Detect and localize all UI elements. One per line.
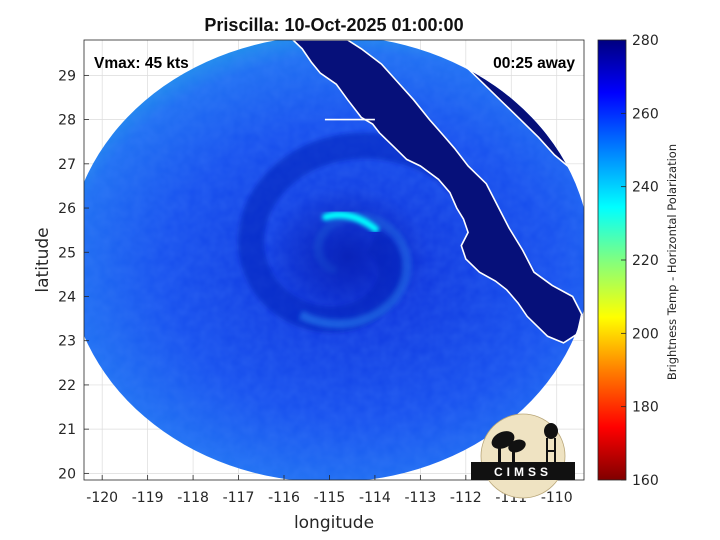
y-tick-label: 29 <box>58 68 76 84</box>
y-tick-label: 22 <box>58 378 76 394</box>
x-tick-label: -115 <box>314 490 346 506</box>
logo-tower-icon <box>544 423 558 464</box>
mainland-coastline <box>437 40 584 180</box>
colorbar-tick-label: 220 <box>632 253 659 269</box>
y-tick-label: 26 <box>58 201 76 217</box>
land-mass <box>293 40 584 343</box>
cimss-logo: CIMSS <box>471 413 575 499</box>
chart-title: Priscilla: 10-Oct-2025 01:00:00 <box>204 15 463 35</box>
storm-core <box>267 186 428 327</box>
y-tick-label: 25 <box>58 245 76 261</box>
colorbar-tick-label: 200 <box>632 326 659 342</box>
vmax-annotation: Vmax: 45 kts <box>94 55 189 72</box>
y-tick-label: 24 <box>58 289 76 305</box>
warm-band <box>322 211 380 233</box>
y-tick-label: 20 <box>58 466 76 482</box>
y-tick-label: 28 <box>58 113 76 129</box>
time-away-annotation: 00:25 away <box>493 55 575 72</box>
logo-banner <box>471 462 575 480</box>
x-tick-label: -114 <box>359 490 391 506</box>
x-axis-label: longitude <box>294 513 374 533</box>
logo-dish-icon <box>491 431 526 462</box>
x-tick-label: -118 <box>177 490 209 506</box>
x-tick-label: -117 <box>223 490 255 506</box>
y-axis-ticks: 20 21 22 23 24 25 26 27 28 29 <box>58 68 89 482</box>
colorbar-label: Brightness Temp - Horizontal Polarizatio… <box>665 144 679 380</box>
coastline <box>291 40 583 344</box>
colorbar-tick-label: 240 <box>632 180 659 196</box>
y-tick-label: 27 <box>58 157 76 173</box>
y-tick-label: 21 <box>58 422 76 438</box>
x-tick-label: -110 <box>541 490 573 506</box>
y-tick-label: 23 <box>58 334 76 350</box>
x-tick-label: -120 <box>86 490 118 506</box>
x-tick-label: -116 <box>268 490 300 506</box>
x-tick-label: -112 <box>450 490 482 506</box>
colorbar-tick-label: 180 <box>632 400 659 416</box>
colorbar-ticks: 160 180 200 220 240 260 280 <box>621 33 659 489</box>
colorbar-tick-label: 160 <box>632 473 659 489</box>
x-axis-ticks: -120 -119 -118 -117 -116 -115 -114 -113 -112 -111… <box>86 475 573 506</box>
y-axis-label: latitude <box>33 227 53 292</box>
x-tick-label: -113 <box>404 490 436 506</box>
colorbar-tick-label: 280 <box>632 33 659 49</box>
colorbar-tick-label: 260 <box>632 106 659 122</box>
axes-box <box>83 39 585 481</box>
x-tick-label: -119 <box>132 490 164 506</box>
logo-text: CIMSS <box>494 465 552 479</box>
